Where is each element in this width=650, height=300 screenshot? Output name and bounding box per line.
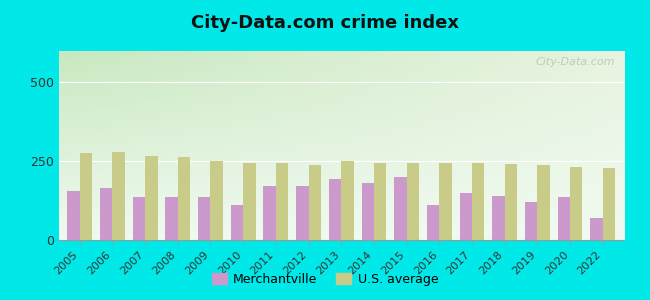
Text: City-Data.com crime index: City-Data.com crime index — [191, 14, 459, 32]
Bar — [80, 153, 92, 240]
Bar — [112, 152, 125, 240]
Bar — [374, 163, 386, 240]
Bar — [231, 205, 243, 240]
Bar — [460, 193, 472, 240]
Bar — [100, 188, 112, 240]
Bar — [439, 163, 452, 240]
Bar — [407, 163, 419, 240]
Bar — [198, 197, 211, 240]
Bar — [296, 186, 309, 240]
Text: City-Data.com: City-Data.com — [536, 57, 616, 67]
Bar — [525, 202, 538, 240]
Bar — [211, 160, 223, 240]
Bar — [472, 163, 484, 240]
Bar — [145, 156, 157, 240]
Bar — [243, 163, 255, 240]
Bar — [178, 158, 190, 240]
Bar — [504, 164, 517, 240]
Bar — [558, 197, 570, 240]
Bar — [276, 163, 289, 240]
Legend: Merchantville, U.S. average: Merchantville, U.S. average — [207, 268, 443, 291]
Bar — [263, 186, 276, 240]
Bar — [133, 197, 145, 240]
Bar — [394, 177, 407, 240]
Bar — [329, 178, 341, 240]
Bar — [165, 197, 178, 240]
Bar — [427, 205, 439, 240]
Bar — [492, 196, 504, 240]
Bar — [68, 191, 80, 240]
Bar — [590, 218, 603, 240]
Bar — [538, 165, 550, 240]
Bar — [603, 168, 615, 240]
Bar — [570, 167, 582, 240]
Bar — [309, 165, 321, 240]
Bar — [341, 161, 354, 240]
Bar — [361, 183, 374, 240]
